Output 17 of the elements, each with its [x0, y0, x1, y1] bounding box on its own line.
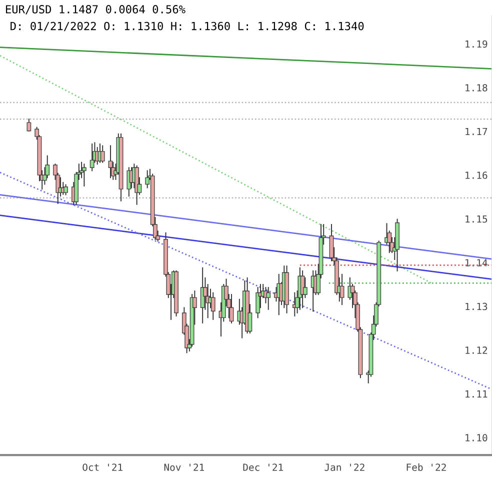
y-tick-label: 1.16 [466, 172, 488, 179]
y-tick-label: 1.10 [466, 434, 488, 442]
y-tick-label: 1.15 [466, 215, 488, 223]
chart-subtitle: D: 01/21/2022 O: 1.1310 H: 1.1360 L: 1.1298 C: 1.1340 [10, 22, 364, 32]
y-tick-label: 1.17 [466, 128, 488, 136]
y-tick-label: 1.11 [466, 390, 488, 398]
y-tick-label: 1.19 [466, 40, 488, 48]
x-tick-label: Oct '21 [82, 464, 122, 471]
x-tick-label: Feb '22 [406, 463, 446, 471]
x-tick-label: Nov '21 [164, 464, 204, 471]
y-tick-label: 1.13 [466, 302, 488, 310]
x-tick-label: Dec '21 [243, 464, 283, 471]
chart-title: EUR/USD 1.1487 0.0064 0.56% [6, 5, 186, 14]
y-tick-label: 1.14 [466, 259, 488, 266]
x-tick-label: Jan '22 [324, 464, 364, 471]
y-tick-label: 1.12 [466, 346, 488, 354]
y-tick-label: 1.18 [466, 84, 488, 92]
